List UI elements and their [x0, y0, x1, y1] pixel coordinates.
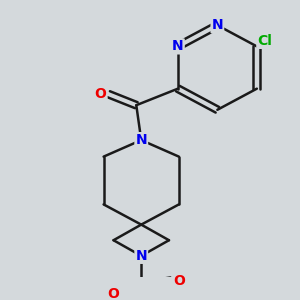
Text: N: N: [135, 249, 147, 263]
Text: O: O: [95, 87, 106, 101]
Text: N: N: [212, 18, 223, 32]
Text: O: O: [173, 274, 185, 288]
Text: N: N: [135, 133, 147, 147]
Text: N: N: [172, 39, 184, 53]
Text: Cl: Cl: [257, 34, 272, 48]
Text: O: O: [108, 287, 119, 300]
